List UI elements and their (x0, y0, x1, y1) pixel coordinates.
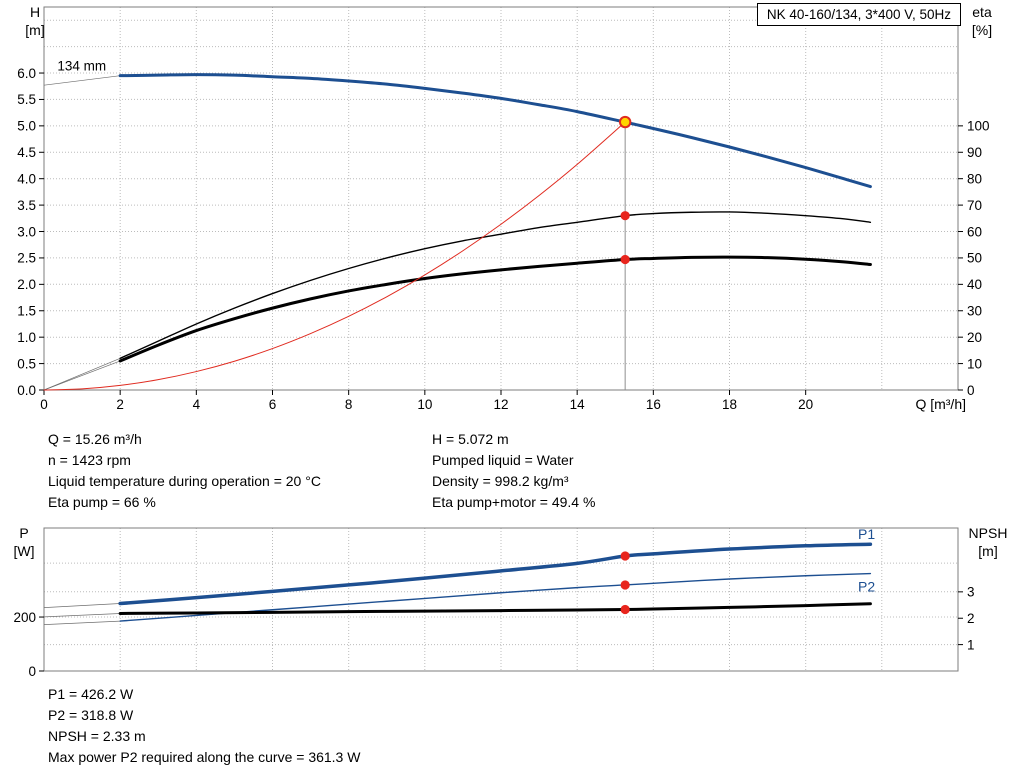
operating-point-marker (620, 604, 630, 615)
info-max-p2: Max power P2 required along the curve = … (48, 749, 361, 765)
right-tick-label: 10 (967, 356, 982, 371)
duty-point (618, 115, 632, 129)
right-tick-label: 0 (967, 383, 975, 398)
info-eta-pump-motor: Eta pump+motor = 49.4 % (432, 494, 596, 510)
x-tick-label: 4 (193, 397, 201, 412)
leader-line (43, 613, 121, 618)
info-head: H = 5.072 m (432, 431, 509, 447)
left-tick-label: 3.5 (17, 198, 36, 213)
right-tick-label: 70 (967, 198, 982, 213)
x-axis-label: Q [m³/h] (915, 396, 966, 412)
right-tick-label: 100 (967, 119, 990, 134)
pump-model-title: NK 40-160/134, 3*400 V, 50Hz (756, 3, 961, 26)
left-axis-title: H (30, 4, 40, 20)
x-tick-label: 2 (116, 397, 124, 412)
x-tick-label: 20 (798, 397, 813, 412)
info-p1: P1 = 426.2 W (48, 686, 134, 702)
right-tick-label: 1 (967, 637, 975, 652)
info-npsh: NPSH = 2.33 m (48, 728, 146, 744)
left-axis-title: P (19, 525, 28, 541)
right-axis-title: eta (972, 4, 992, 20)
leader-line (43, 357, 121, 391)
eta-pump-curve (119, 211, 872, 359)
qh-eta-chart: 0 2 4 6 8 10 12 14 16 18 20 0.0 0.5 1.0 1.5 2.0 2.5 3.0 3.… (17, 4, 992, 412)
x-tick-label: 0 (40, 397, 48, 412)
right-axis-title: [m] (978, 543, 997, 559)
p1-curve (118, 542, 873, 606)
left-tick-label: 2.0 (17, 277, 36, 292)
left-tick-label: 4.5 (17, 145, 36, 160)
right-tick-label: 90 (967, 145, 982, 160)
leader-line (43, 75, 121, 86)
info-eta-pump: Eta pump = 66 % (48, 494, 156, 510)
right-tick-label: 80 (967, 171, 982, 186)
left-tick-label: 2.5 (17, 251, 36, 266)
right-tick-label: 40 (967, 277, 982, 292)
left-tick-label: 0.0 (17, 383, 36, 398)
duty-info-right-column: H = 5.072 m Pumped liquid = Water Densit… (432, 429, 595, 513)
x-tick-label: 6 (269, 397, 277, 412)
operating-point-marker (620, 580, 630, 590)
right-tick-label: 60 (967, 224, 982, 239)
left-tick-label: 1.0 (17, 330, 36, 345)
right-tick-label: 2 (967, 611, 975, 626)
x-tick-label: 14 (570, 397, 586, 412)
left-tick-label: 0 (28, 664, 36, 679)
left-axis-title: [m] (25, 22, 44, 38)
x-tick-label: 10 (417, 397, 432, 412)
power-npsh-chart: 0 200 1 2 3 P [W] NPSH [m] P1 P2 (13, 525, 1008, 679)
x-tick-label: 8 (345, 397, 353, 412)
left-tick-label: 0.5 (17, 356, 36, 371)
left-axis-title: [W] (14, 543, 35, 559)
left-tick-label: 200 (13, 610, 36, 625)
leader-line (43, 360, 121, 391)
duty-point-info-block: Q = 15.26 m³/h n = 1423 rpm Liquid tempe… (48, 429, 978, 519)
right-tick-label: 30 (967, 304, 982, 319)
left-tick-label: 6.0 (17, 66, 36, 81)
info-liquid-temperature: Liquid temperature during operation = 20… (48, 473, 321, 489)
info-flow: Q = 15.26 m³/h (48, 431, 142, 447)
eta-pump-motor-curve (118, 255, 872, 363)
duty-info-left-column: Q = 15.26 m³/h n = 1423 rpm Liquid tempe… (48, 429, 321, 513)
right-axis-title: NPSH (969, 525, 1008, 541)
left-tick-label: 3.0 (17, 224, 36, 239)
impeller-diameter-label: 134 mm (57, 58, 106, 73)
leader-line (43, 603, 121, 608)
npsh-curve (118, 602, 872, 615)
p1-curve-label: P1 (858, 526, 875, 542)
right-tick-label: 20 (967, 330, 982, 345)
operating-point-marker (620, 211, 630, 221)
x-tick-label: 12 (493, 397, 508, 412)
p2-curve-label: P2 (858, 578, 875, 594)
info-speed: n = 1423 rpm (48, 452, 131, 468)
info-density: Density = 998.2 kg/m³ (432, 473, 569, 489)
right-axis-title: [%] (972, 22, 992, 38)
system-curve (43, 121, 626, 391)
right-tick-label: 50 (967, 251, 982, 266)
info-pumped-liquid: Pumped liquid = Water (432, 452, 574, 468)
x-tick-label: 16 (646, 397, 661, 412)
info-p2: P2 = 318.8 W (48, 707, 134, 723)
leader-line (43, 620, 121, 625)
left-tick-label: 1.5 (17, 304, 36, 319)
left-tick-label: 5.5 (17, 92, 36, 107)
left-tick-label: 5.0 (17, 119, 36, 134)
x-tick-label: 18 (722, 397, 737, 412)
plot-border (43, 527, 959, 672)
power-info-block: P1 = 426.2 W P2 = 318.8 W NPSH = 2.33 m … (48, 684, 360, 768)
operating-point-marker (620, 551, 630, 561)
p2-curve (119, 572, 872, 622)
left-tick-label: 4.0 (17, 171, 36, 186)
right-tick-label: 3 (967, 585, 975, 600)
head-curve-134mm (118, 73, 872, 189)
operating-point-marker (620, 254, 630, 265)
